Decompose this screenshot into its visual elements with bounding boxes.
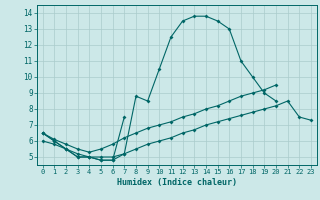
X-axis label: Humidex (Indice chaleur): Humidex (Indice chaleur)	[117, 178, 237, 187]
